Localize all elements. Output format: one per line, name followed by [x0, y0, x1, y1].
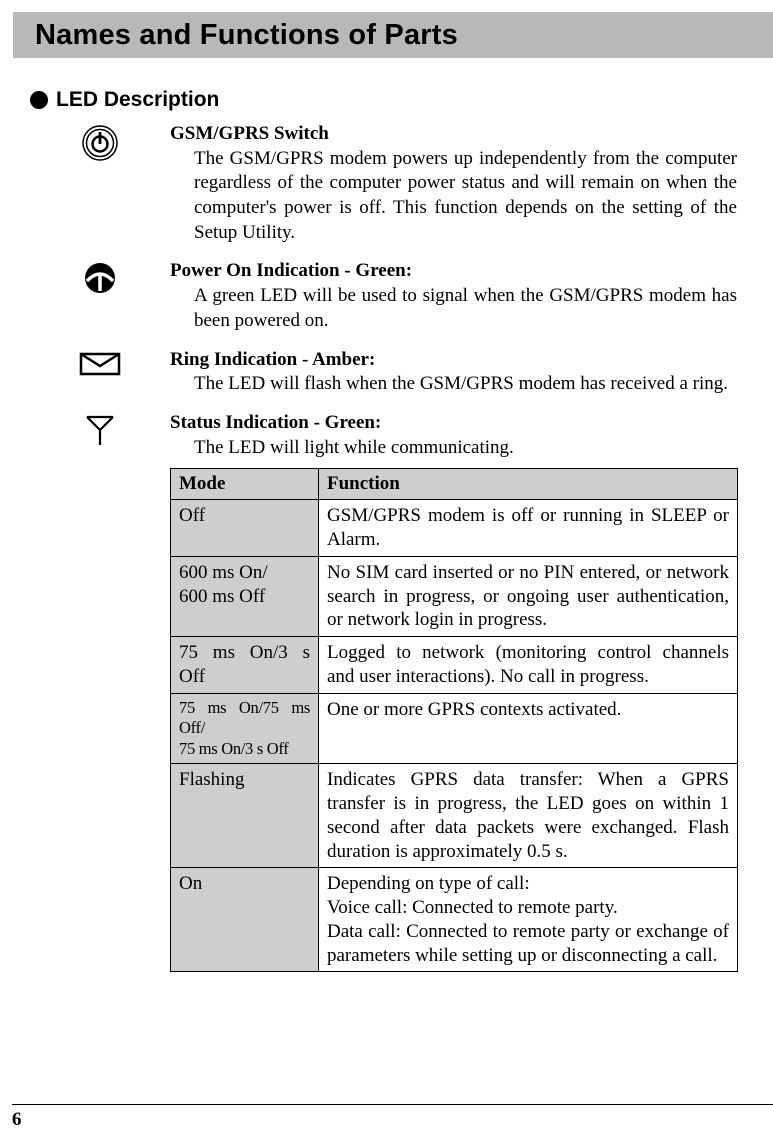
- item-text: The GSM/GPRS modem powers up independent…: [170, 147, 737, 246]
- envelope-icon: [30, 348, 170, 397]
- table-header-function: Function: [319, 469, 738, 500]
- table-cell-mode: On: [171, 868, 319, 972]
- content-area: LED Description GSM/GPRS Switch The GSM/…: [0, 58, 773, 972]
- title-bar: Names and Functions of Parts: [13, 12, 773, 58]
- power-on-icon: [30, 259, 170, 333]
- item-body: Power On Indication - Green: A green LED…: [170, 259, 737, 333]
- table-cell-mode: 75 ms On/75 ms Off/ 75 ms On/3 s Off: [171, 693, 319, 764]
- status-table: Mode Function Off GSM/GPRS modem is off …: [170, 468, 738, 972]
- table-header-row: Mode Function: [171, 469, 738, 500]
- table-row: On Depending on type of call: Voice call…: [171, 868, 738, 972]
- led-item: Status Indication - Green: The LED will …: [30, 411, 737, 460]
- footer-rule: [12, 1104, 773, 1105]
- led-item: Ring Indication - Amber: The LED will fl…: [30, 348, 737, 397]
- table-cell-func: Logged to network (monitoring control ch…: [319, 637, 738, 694]
- antenna-icon: [30, 411, 170, 460]
- table-cell-func: Indicates GPRS data transfer: When a GPR…: [319, 764, 738, 868]
- section-header: LED Description: [30, 88, 737, 112]
- table-cell-func: Depending on type of call: Voice call: C…: [319, 868, 738, 972]
- table-cell-func: One or more GPRS contexts activated.: [319, 693, 738, 764]
- table-row: 75 ms On/3 s Off Logged to network (moni…: [171, 637, 738, 694]
- table-header-mode: Mode: [171, 469, 319, 500]
- led-item: GSM/GPRS Switch The GSM/GPRS modem power…: [30, 122, 737, 245]
- item-text: The LED will light while communicating.: [170, 436, 737, 461]
- section-title: LED Description: [56, 88, 219, 112]
- table-cell-mode: 75 ms On/3 s Off: [171, 637, 319, 694]
- table-row: Flashing Indicates GPRS data transfer: W…: [171, 764, 738, 868]
- power-switch-icon: [30, 122, 170, 245]
- item-heading: Status Indication - Green:: [170, 411, 737, 436]
- led-item: Power On Indication - Green: A green LED…: [30, 259, 737, 333]
- item-heading: GSM/GPRS Switch: [170, 122, 737, 147]
- item-heading: Power On Indication - Green:: [170, 259, 737, 284]
- item-body: Status Indication - Green: The LED will …: [170, 411, 737, 460]
- page-title: Names and Functions of Parts: [35, 19, 458, 52]
- table-row: 75 ms On/75 ms Off/ 75 ms On/3 s Off One…: [171, 693, 738, 764]
- table-cell-func: GSM/GPRS modem is off or running in SLEE…: [319, 500, 738, 557]
- table-row: 600 ms On/ 600 ms Off No SIM card insert…: [171, 556, 738, 636]
- table-cell-mode: 600 ms On/ 600 ms Off: [171, 556, 319, 636]
- bullet-icon: [30, 91, 48, 109]
- table-cell-mode: Off: [171, 500, 319, 557]
- item-text: A green LED will be used to signal when …: [170, 284, 737, 333]
- item-heading: Ring Indication - Amber:: [170, 348, 737, 373]
- item-text: The LED will flash when the GSM/GPRS mod…: [170, 372, 737, 397]
- table-cell-mode: Flashing: [171, 764, 319, 868]
- page-number: 6: [12, 1109, 22, 1131]
- item-body: Ring Indication - Amber: The LED will fl…: [170, 348, 737, 397]
- item-body: GSM/GPRS Switch The GSM/GPRS modem power…: [170, 122, 737, 245]
- table-row: Off GSM/GPRS modem is off or running in …: [171, 500, 738, 557]
- table-cell-func: No SIM card inserted or no PIN entered, …: [319, 556, 738, 636]
